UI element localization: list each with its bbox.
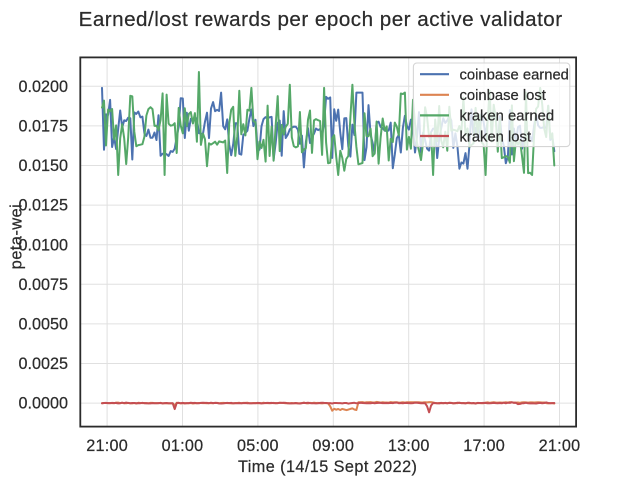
svg-text:01:00: 01:00 — [162, 437, 204, 455]
svg-text:0.0175: 0.0175 — [18, 118, 68, 136]
svg-text:0.0125: 0.0125 — [18, 197, 68, 215]
svg-text:0.0050: 0.0050 — [18, 316, 68, 334]
svg-text:kraken earned: kraken earned — [460, 109, 555, 125]
svg-text:13:00: 13:00 — [388, 437, 430, 455]
svg-text:Time (14/15 Sept 2022): Time (14/15 Sept 2022) — [238, 458, 417, 476]
svg-text:0.0000: 0.0000 — [18, 395, 68, 413]
svg-text:0.0025: 0.0025 — [18, 355, 68, 373]
svg-text:Earned/lost rewards per epoch: Earned/lost rewards per epoch per active… — [79, 8, 563, 31]
svg-text:0.0075: 0.0075 — [18, 276, 68, 294]
svg-text:05:00: 05:00 — [237, 437, 279, 455]
svg-text:0.0150: 0.0150 — [18, 157, 68, 175]
svg-text:09:00: 09:00 — [312, 437, 354, 455]
svg-text:peta-wei: peta-wei — [8, 204, 26, 270]
svg-text:0.0100: 0.0100 — [18, 236, 68, 254]
svg-text:21:00: 21:00 — [539, 437, 581, 455]
svg-text:kraken lost: kraken lost — [460, 129, 532, 145]
svg-text:coinbase earned: coinbase earned — [460, 68, 569, 84]
svg-text:0.0200: 0.0200 — [18, 78, 68, 96]
svg-text:17:00: 17:00 — [463, 437, 505, 455]
svg-text:21:00: 21:00 — [86, 437, 128, 455]
svg-text:coinbase lost: coinbase lost — [460, 88, 546, 104]
